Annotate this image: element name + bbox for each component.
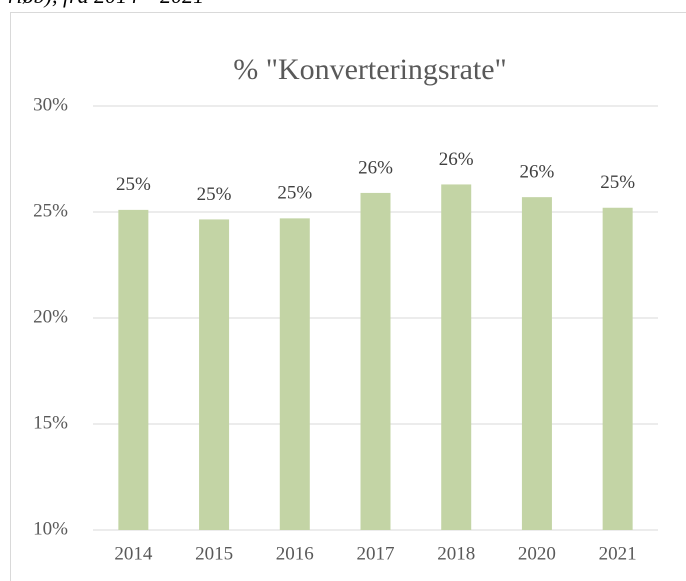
- y-tick-label: 25%: [33, 200, 68, 221]
- x-tick-label: 2021: [599, 543, 637, 564]
- y-tick-label: 30%: [33, 94, 68, 115]
- bar: [199, 219, 230, 531]
- data-label: 26%: [358, 157, 393, 178]
- x-tick-label: 2015: [195, 543, 233, 564]
- data-label: 25%: [116, 174, 151, 195]
- data-label: 25%: [197, 184, 232, 205]
- data-label: 26%: [439, 149, 474, 170]
- x-tick-label: 2014: [114, 543, 153, 564]
- y-tick-label: 20%: [33, 306, 68, 327]
- data-label: 25%: [277, 183, 312, 204]
- y-tick-label: 15%: [33, 412, 68, 433]
- chart-frame: [10, 12, 686, 581]
- caption: rløb), fra 2014 – 2021: [8, 0, 204, 8]
- bar: [441, 184, 472, 530]
- y-tick-label: 10%: [33, 518, 68, 539]
- chart-title: % "Konverteringsrate": [233, 53, 507, 86]
- bar: [118, 209, 149, 530]
- x-tick-label: 2020: [518, 543, 556, 564]
- bar: [279, 218, 310, 531]
- data-label: 25%: [600, 172, 635, 193]
- x-tick-label: 2018: [437, 543, 475, 564]
- x-tick-label: 2016: [276, 543, 314, 564]
- data-label: 26%: [520, 162, 555, 183]
- bar: [521, 197, 552, 530]
- bar: [360, 192, 391, 531]
- bar: [602, 207, 633, 530]
- x-tick-label: 2017: [357, 543, 395, 564]
